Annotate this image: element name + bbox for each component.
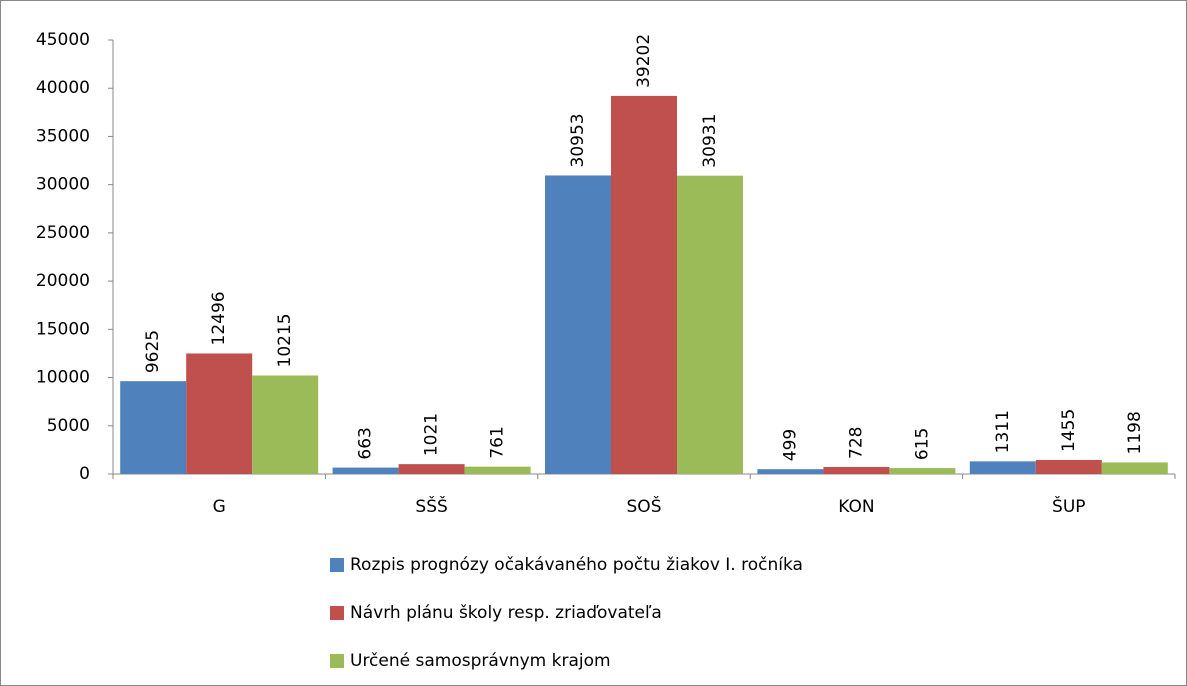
bar: [757, 469, 824, 474]
data-label: 1311: [993, 410, 1013, 453]
y-tick-label: 45000: [36, 30, 90, 50]
data-label: 1455: [1059, 409, 1079, 452]
bar: [611, 95, 677, 474]
data-label: 30931: [700, 114, 720, 168]
bar: [677, 175, 743, 474]
data-label: 615: [912, 428, 932, 460]
data-label: 728: [846, 427, 866, 459]
legend-label: Návrh plánu školy resp. zriaďovateľa: [350, 603, 662, 623]
y-tick-label: 0: [79, 464, 90, 484]
bar: [823, 466, 890, 474]
legend-swatch: [330, 606, 344, 620]
y-tick-label: 15000: [36, 319, 90, 339]
legend-swatch: [330, 654, 344, 668]
bar: [969, 461, 1036, 474]
bar: [889, 468, 956, 474]
bar: [186, 353, 253, 474]
y-tick-label: 35000: [36, 126, 90, 146]
x-tick-label: G: [213, 497, 226, 517]
legend-label: Určené samosprávnym krajom: [350, 651, 611, 671]
y-tick-label: 25000: [36, 223, 90, 243]
data-label: 761: [488, 426, 508, 458]
data-label: 39202: [634, 34, 654, 88]
y-tick-label: 30000: [36, 175, 90, 195]
bar: [464, 466, 531, 474]
data-label: 10215: [275, 313, 295, 367]
legend-swatch: [330, 558, 344, 572]
data-label: 30953: [568, 113, 588, 167]
legend-label: Rozpis prognózy očakávaného počtu žiakov…: [350, 555, 803, 575]
x-tick-label: SŠŠ: [415, 495, 447, 517]
data-label: 9625: [143, 330, 163, 373]
bar: [1035, 459, 1102, 474]
data-label: 12496: [209, 291, 229, 345]
x-tick-label: ŠUP: [1052, 495, 1086, 517]
data-label: 1198: [1125, 411, 1145, 454]
bar: [332, 467, 399, 474]
bar: [398, 464, 465, 474]
y-tick-label: 10000: [36, 368, 90, 388]
data-label: 663: [356, 427, 376, 459]
y-tick-label: 20000: [36, 271, 90, 291]
y-tick-label: 5000: [47, 416, 90, 436]
bar: [252, 375, 319, 474]
bar: [545, 175, 611, 474]
bar: [1101, 462, 1168, 474]
bar: [120, 381, 187, 474]
data-label: 1021: [422, 413, 442, 456]
x-tick-label: KON: [838, 497, 874, 517]
x-tick-label: SOŠ: [627, 495, 662, 517]
data-label: 499: [780, 429, 800, 461]
y-tick-label: 40000: [36, 78, 90, 98]
